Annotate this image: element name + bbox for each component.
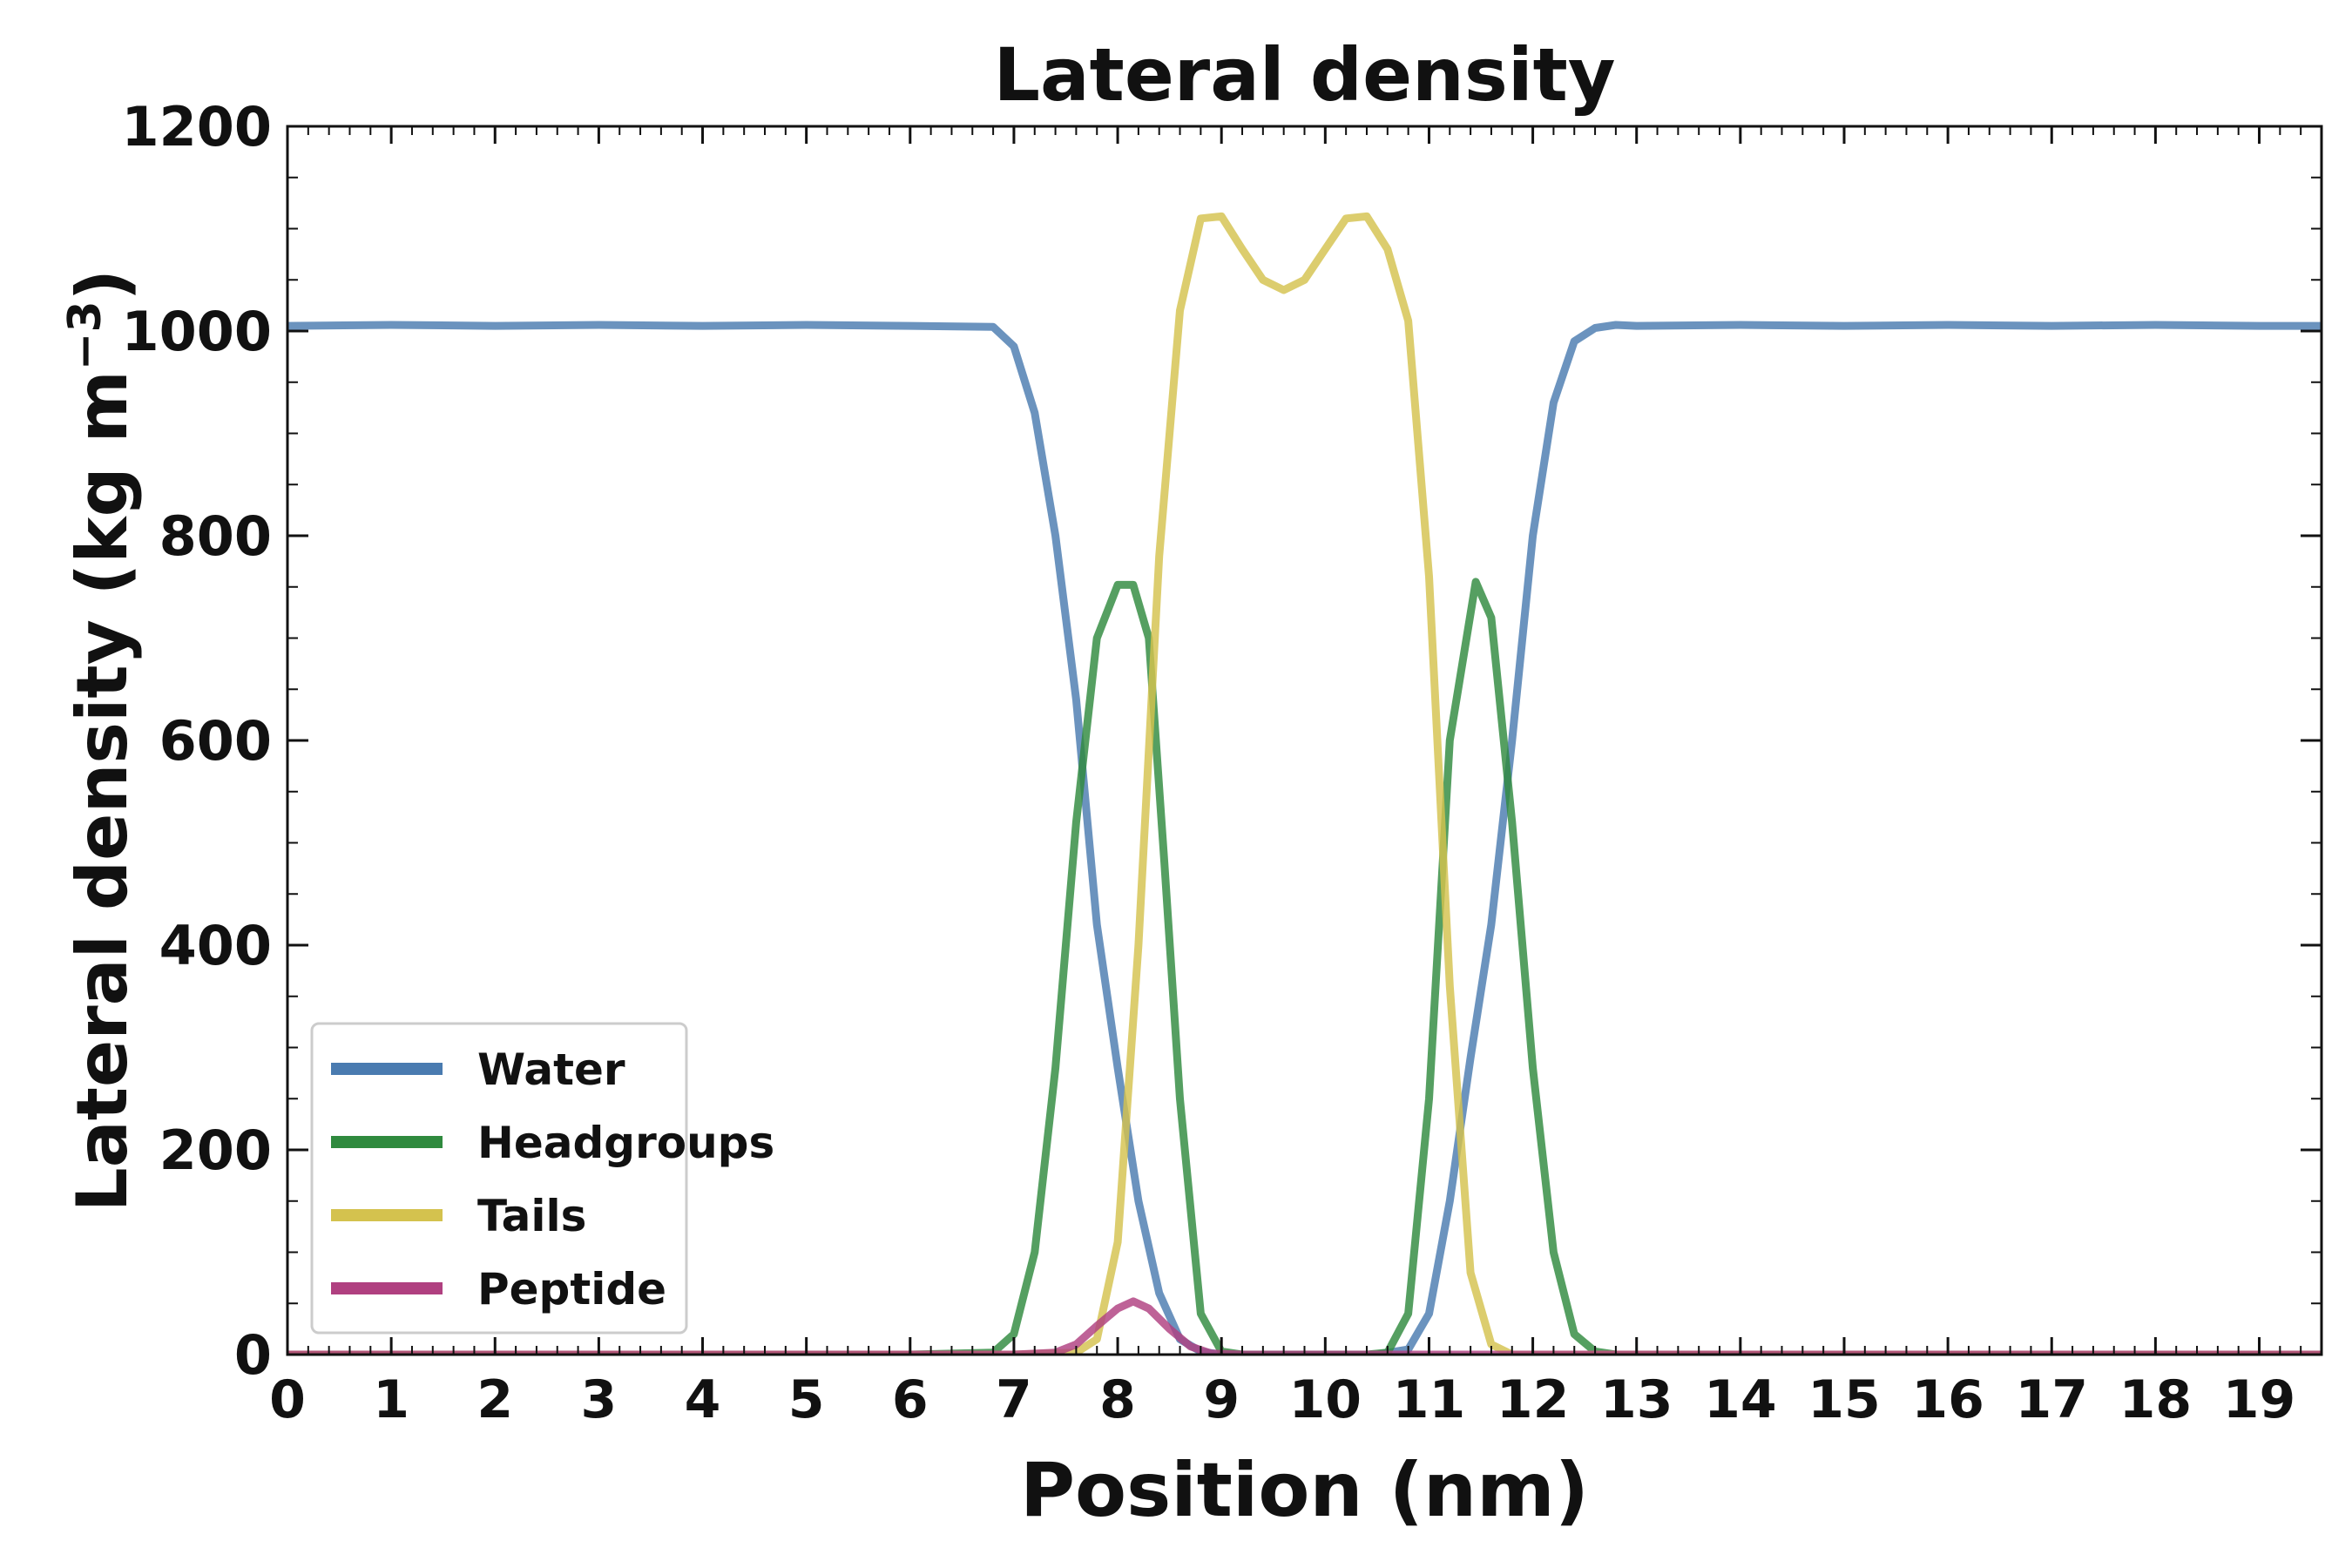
legend-label-headgroups: Headgroups xyxy=(477,1118,774,1168)
x-tick-label: 1 xyxy=(373,1369,409,1430)
x-tick-label: 7 xyxy=(996,1369,1032,1430)
x-tick-label: 19 xyxy=(2223,1369,2296,1430)
x-tick-label: 5 xyxy=(788,1369,825,1430)
y-axis-title-main: Lateral density (kg m xyxy=(62,370,143,1212)
x-tick-label: 9 xyxy=(1203,1369,1240,1430)
x-axis-ticks: 0 1 2 3 4 5 6 7 8 9 10 11 12 13 14 15 16 17 18 19 xyxy=(269,126,2322,1430)
x-tick-label: 11 xyxy=(1393,1369,1466,1430)
x-tick-label: 18 xyxy=(2119,1369,2193,1430)
x-tick-label: 8 xyxy=(1099,1369,1136,1430)
x-tick-label: 13 xyxy=(1600,1369,1673,1430)
x-tick-label: 14 xyxy=(1704,1369,1777,1430)
x-tick-label: 16 xyxy=(1911,1369,1984,1430)
x-tick-label: 4 xyxy=(685,1369,721,1430)
y-tick-label: 0 xyxy=(234,1323,272,1387)
series-line-headgroups xyxy=(287,578,2322,1355)
y-tick-label: 600 xyxy=(159,709,272,773)
legend-box xyxy=(310,1022,688,1335)
x-tick-label: 6 xyxy=(892,1369,929,1430)
x-tick-label: 17 xyxy=(2016,1369,2089,1430)
legend-label-peptide: Peptide xyxy=(477,1264,666,1315)
y-tick-label: 800 xyxy=(159,504,272,568)
series-line-water xyxy=(287,321,2322,1355)
y-axis-title: Lateral density (kg m−3) xyxy=(59,269,143,1213)
y-axis-title-suffix: ) xyxy=(62,269,143,301)
x-axis-title: Position (nm) xyxy=(1020,1447,1589,1534)
legend: Water Headgroups Tails Peptide xyxy=(310,1022,774,1335)
x-tick-label: 0 xyxy=(269,1369,306,1430)
x-tick-label: 3 xyxy=(581,1369,618,1430)
x-tick-label: 15 xyxy=(1808,1369,1881,1430)
y-tick-label: 200 xyxy=(159,1119,272,1182)
series-line-tails xyxy=(287,212,2322,1355)
y-axis-ticks: 0 200 400 600 800 1000 1200 xyxy=(121,95,2322,1387)
legend-label-tails: Tails xyxy=(477,1191,586,1241)
x-tick-label: 12 xyxy=(1497,1369,1570,1430)
y-tick-label: 1000 xyxy=(121,300,272,363)
legend-label-water: Water xyxy=(477,1044,625,1095)
y-tick-label: 400 xyxy=(159,914,272,977)
x-tick-label: 10 xyxy=(1289,1369,1362,1430)
x-tick-label: 2 xyxy=(476,1369,513,1430)
y-axis-title-superscript: −3 xyxy=(59,301,112,370)
y-tick-label: 1200 xyxy=(121,95,272,159)
chart-title: Lateral density xyxy=(993,32,1615,118)
